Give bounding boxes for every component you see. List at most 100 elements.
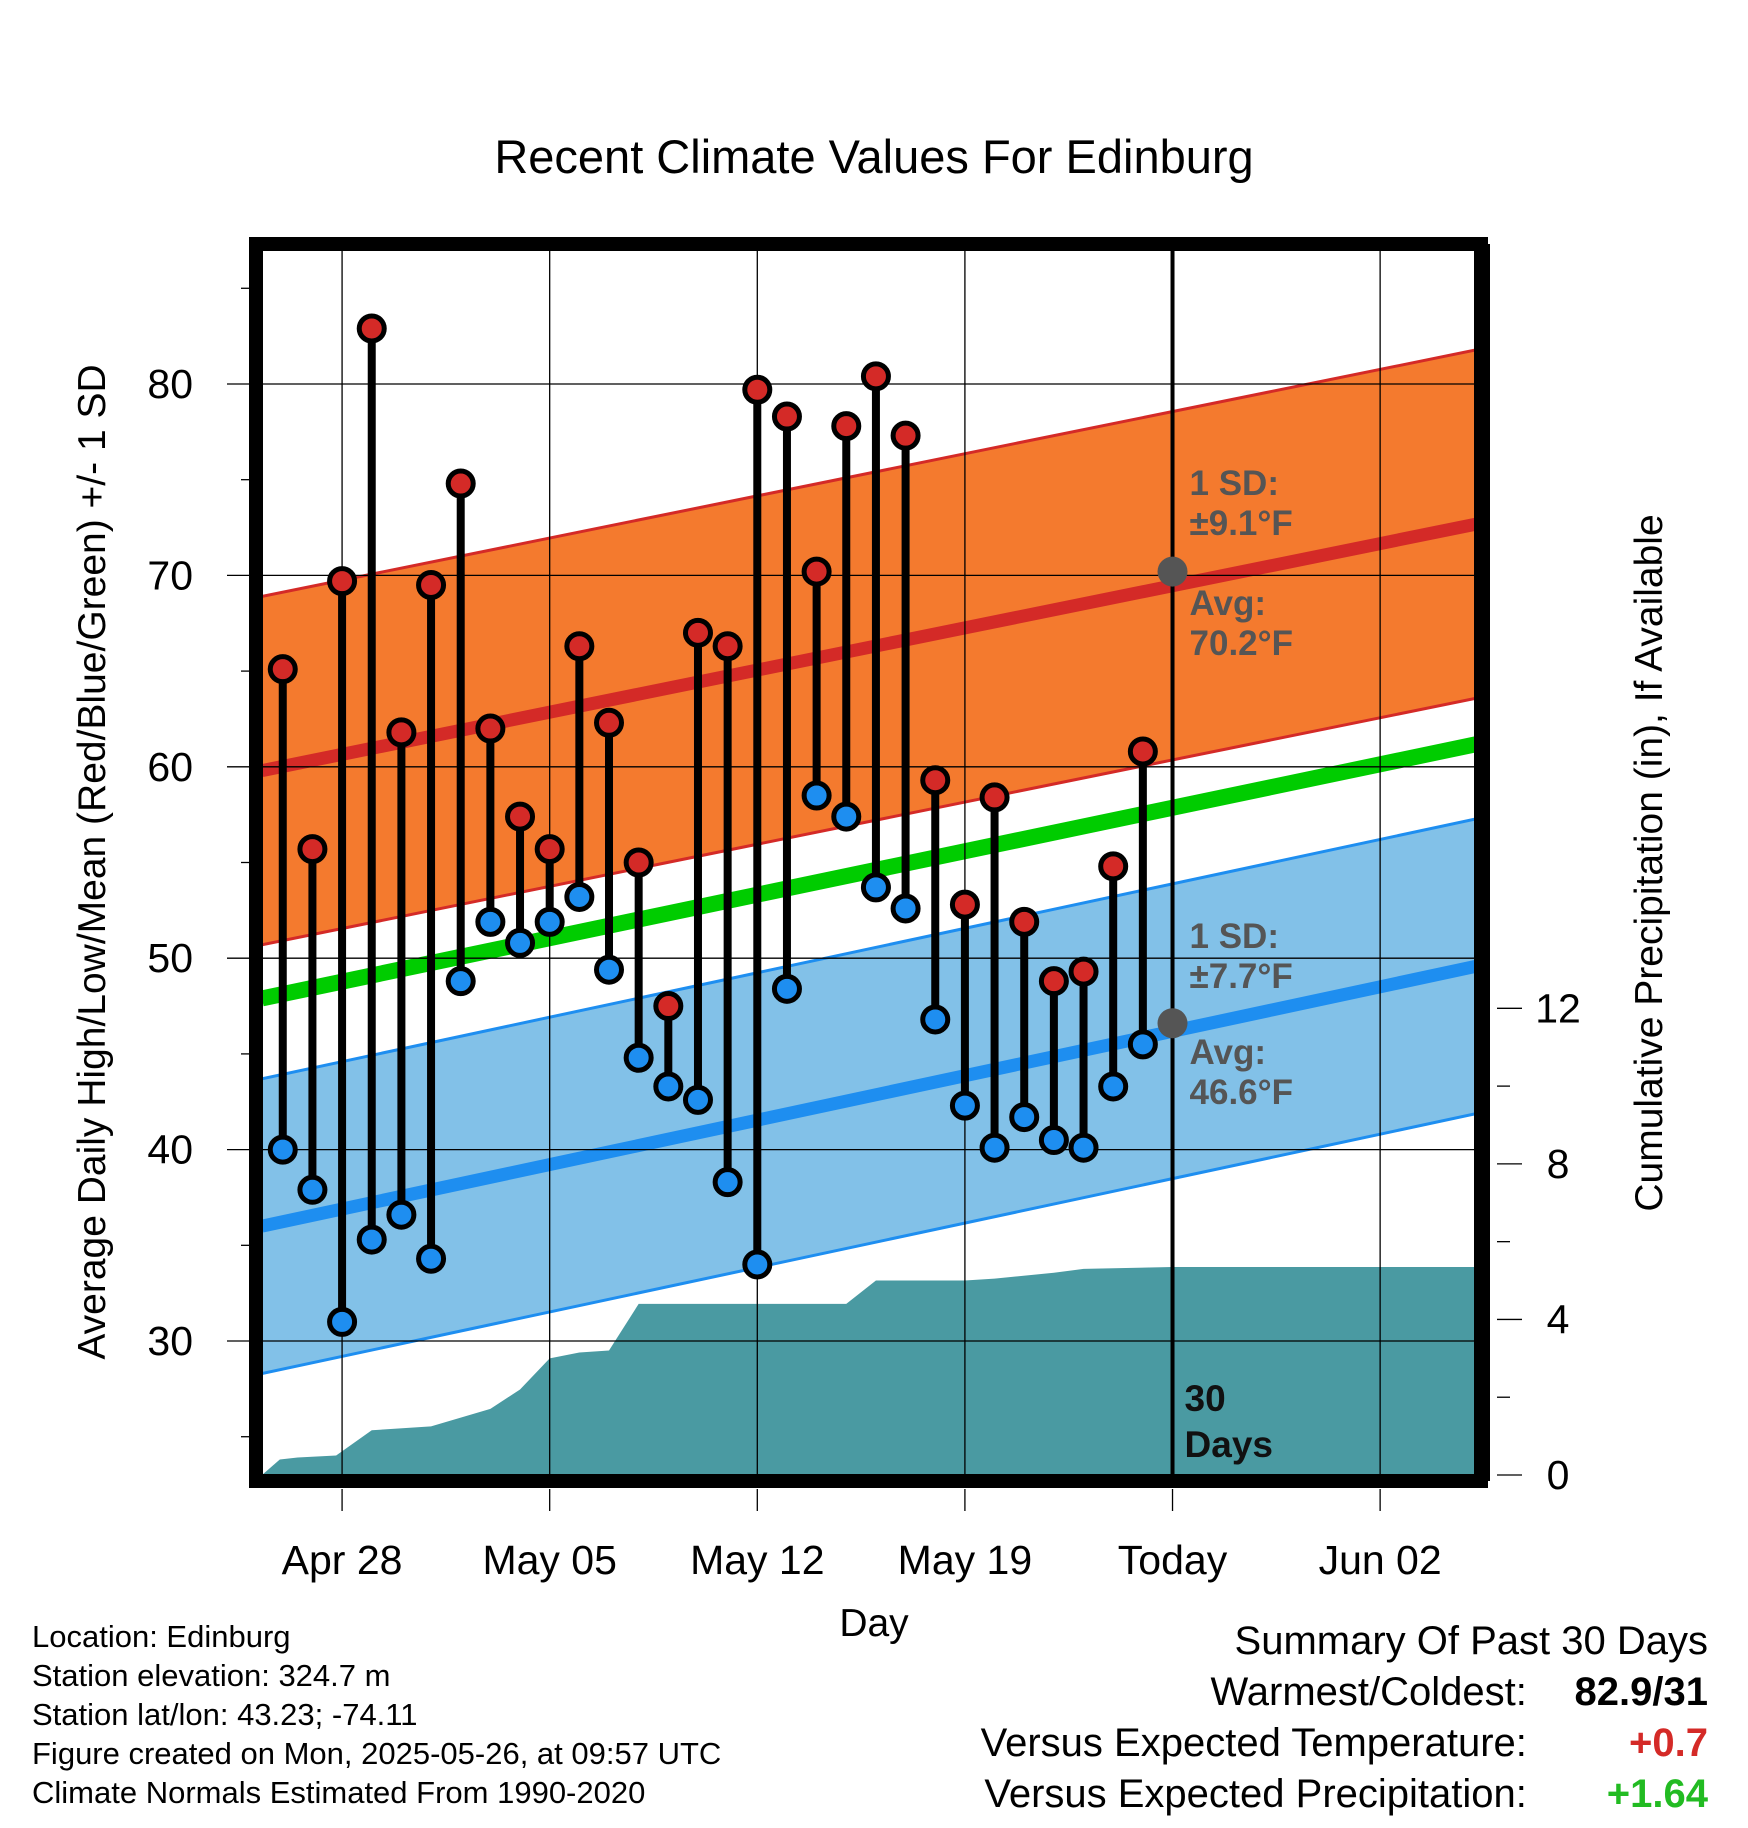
x-tick-label: Today [1118, 1537, 1228, 1583]
elevation-text: Station elevation: 324.7 m [32, 1658, 391, 1693]
daily-high-marker [505, 801, 536, 832]
daily-low-marker [416, 1243, 447, 1274]
normal-low-line [262, 959, 1478, 1233]
daily-low-marker [327, 1306, 358, 1337]
daily-high-marker [623, 847, 654, 878]
daily-low-marker [564, 881, 595, 912]
daily-low-marker [1127, 1029, 1158, 1060]
temp-anomaly-label: Versus Expected Temperature: [980, 1721, 1527, 1765]
y2-tick-label: 12 [1535, 985, 1581, 1031]
daily-high-marker [564, 631, 595, 662]
low-band-lower-edge [262, 1111, 1478, 1376]
latlon-text: Station lat/lon: 43.23; -74.11 [32, 1697, 418, 1732]
temp-anomaly-value: +0.7 [1629, 1721, 1708, 1765]
daily-high-marker [475, 713, 506, 744]
x-tick-label: Apr 28 [282, 1537, 403, 1583]
low-avg-value: 46.6°F [1190, 1073, 1294, 1112]
y2-tick-label: 8 [1547, 1141, 1570, 1187]
warmest-label: Warmest/Coldest: [1210, 1670, 1527, 1714]
summary-temp-row: Versus Expected Temperature: +0.7 [981, 1718, 1708, 1769]
y-tick-label: 80 [147, 361, 193, 407]
daily-high-marker [890, 420, 921, 451]
daily-low-marker [712, 1167, 743, 1198]
daily-high-marker [979, 782, 1010, 813]
daily-high-marker [267, 654, 298, 685]
normal-low-today-marker [1157, 1008, 1188, 1039]
x-tick-label: May 12 [690, 1537, 824, 1583]
daily-high-marker [653, 991, 684, 1022]
daily-high-marker [327, 566, 358, 597]
daily-high-marker [860, 361, 891, 392]
daily-high-marker [1009, 906, 1040, 937]
daily-low-marker [505, 927, 536, 958]
daily-low-marker [594, 954, 625, 985]
daily-high-marker [1098, 851, 1129, 882]
x-tick-label: May 05 [482, 1537, 616, 1583]
daily-low-marker [297, 1174, 328, 1205]
low-sd-title: 1 SD: [1190, 917, 1279, 956]
daily-low-marker [534, 906, 565, 937]
daily-low-marker [1009, 1102, 1040, 1133]
y2-tick-label: 0 [1547, 1452, 1570, 1498]
high-avg-value: 70.2°F [1190, 624, 1294, 663]
daily-low-marker [742, 1249, 773, 1280]
normal-high-today-marker [1157, 556, 1188, 587]
daily-low-marker [1098, 1071, 1129, 1102]
y-tick-label: 40 [147, 1127, 193, 1173]
daily-high-marker [386, 717, 417, 748]
high-sd-title: 1 SD: [1190, 464, 1279, 503]
summary-panel: Summary Of Past 30 Days Warmest/Coldest:… [981, 1616, 1708, 1820]
daily-high-marker [682, 617, 713, 648]
daily-low-marker [475, 906, 506, 937]
daily-high-marker [831, 411, 862, 442]
daily-high-marker [1068, 956, 1099, 987]
summary-warmest-row: Warmest/Coldest: 82.9/31 [981, 1667, 1709, 1718]
daily-low-marker [801, 780, 832, 811]
daily-low-marker [949, 1090, 980, 1121]
y-axis-label: Average Daily High/Low/Mean (Red/Blue/Gr… [71, 364, 114, 1359]
x-tick-label: Jun 02 [1319, 1537, 1442, 1583]
low-avg-title: Avg: [1190, 1033, 1266, 1072]
created-text: Figure created on Mon, 2025-05-26, at 09… [32, 1736, 722, 1771]
low-sd-value: ±7.7°F [1190, 957, 1293, 996]
high-avg-title: Avg: [1190, 584, 1266, 623]
y2-tick-label: 4 [1547, 1296, 1570, 1342]
location-text: Location: Edinburg [32, 1619, 291, 1654]
daily-high-marker [356, 313, 387, 344]
plot-frame-right [1476, 244, 1490, 1481]
daily-low-marker [623, 1042, 654, 1073]
daily-low-marker [831, 801, 862, 832]
precip-anomaly-label: Versus Expected Precipitation: [984, 1772, 1527, 1816]
daily-low-marker [860, 872, 891, 903]
daily-high-marker [920, 765, 951, 796]
daily-high-marker [742, 374, 773, 405]
daily-low-marker [653, 1071, 684, 1102]
daily-low-marker [445, 966, 476, 997]
daily-high-marker [712, 631, 743, 662]
precip-anomaly-value: +1.64 [1606, 1772, 1708, 1816]
daily-high-marker [949, 889, 980, 920]
x-tick-label: May 19 [898, 1537, 1032, 1583]
chart-title: Recent Climate Values For Edinburg [494, 130, 1253, 183]
daily-high-marker [594, 707, 625, 738]
daily-low-marker [890, 893, 921, 924]
daily-low-marker [356, 1224, 387, 1255]
daily-low-marker [386, 1199, 417, 1230]
daily-low-marker [1038, 1125, 1069, 1156]
daily-high-marker [445, 468, 476, 499]
y-tick-label: 70 [147, 552, 193, 598]
low-band-upper-edge [262, 817, 1478, 1081]
period-label: 30 Days [1185, 1378, 1273, 1465]
daily-high-marker [1127, 736, 1158, 767]
daily-low-marker [1068, 1132, 1099, 1163]
summary-title: Summary Of Past 30 Days [1234, 1619, 1708, 1663]
y-tick-label: 50 [147, 935, 193, 981]
normals-text: Climate Normals Estimated From 1990-2020 [32, 1775, 646, 1810]
daily-low-marker [771, 973, 802, 1004]
daily-high-marker [534, 834, 565, 865]
y2-axis-label: Cumulative Precipitation (in), If Availa… [1628, 514, 1671, 1211]
daily-low-marker [979, 1132, 1010, 1163]
y-tick-label: 60 [147, 744, 193, 790]
